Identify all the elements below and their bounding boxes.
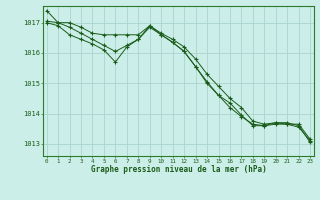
X-axis label: Graphe pression niveau de la mer (hPa): Graphe pression niveau de la mer (hPa) — [91, 165, 266, 174]
